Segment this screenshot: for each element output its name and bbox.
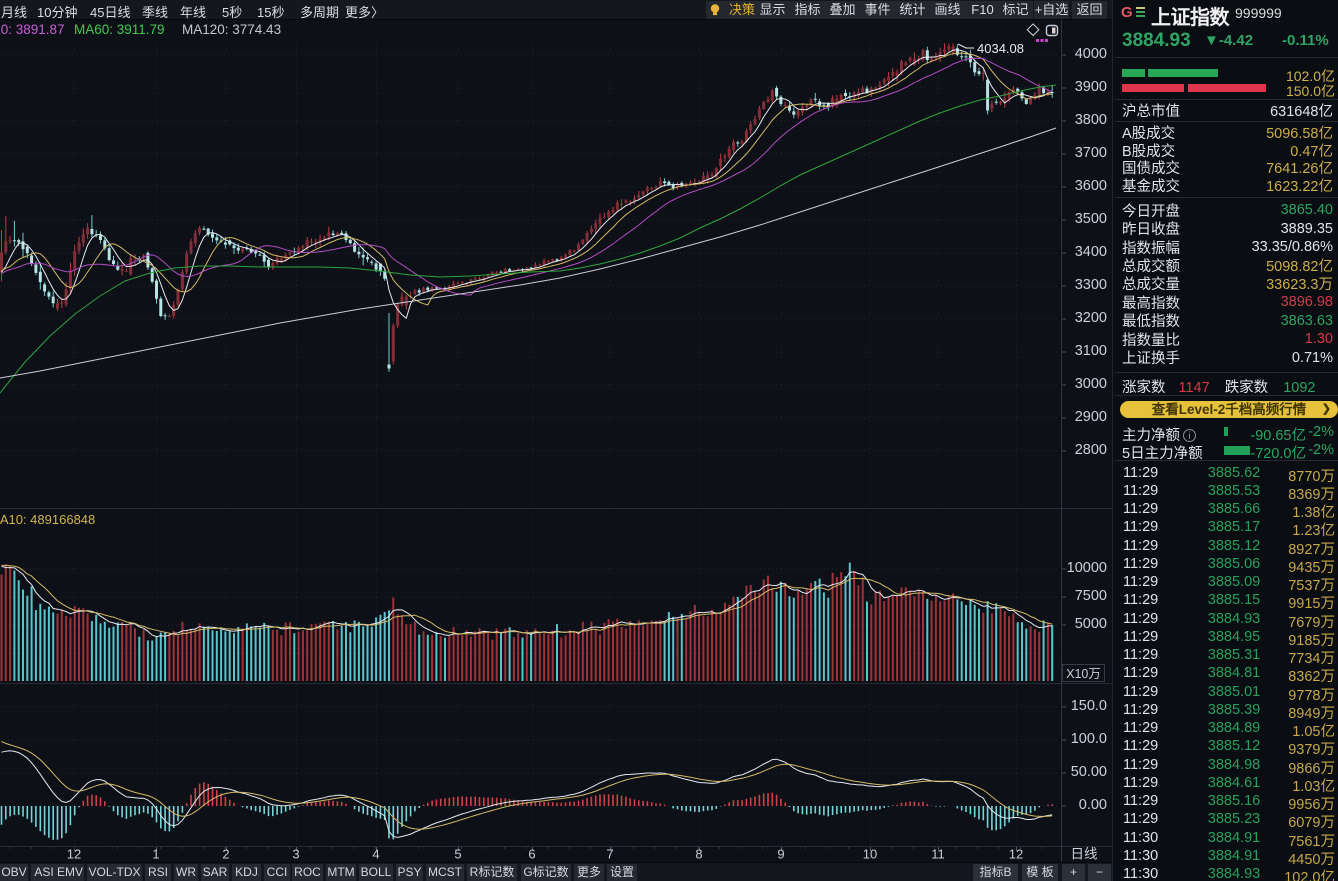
svg-text:2900: 2900 (1075, 409, 1107, 425)
svg-text:7: 7 (606, 847, 613, 862)
svg-text:3900: 3900 (1075, 79, 1107, 95)
svg-text:MA60: 3911.79: MA60: 3911.79 (74, 22, 165, 37)
svg-text:3800: 3800 (1075, 112, 1107, 128)
svg-text:10000: 10000 (1067, 560, 1107, 576)
svg-text:0.00: 0.00 (1079, 797, 1107, 813)
svg-text:4000: 4000 (1075, 46, 1107, 62)
svg-text:12: 12 (1009, 847, 1023, 862)
svg-text:3500: 3500 (1075, 211, 1107, 227)
svg-text:7500: 7500 (1075, 588, 1107, 604)
svg-text:50.00: 50.00 (1071, 764, 1107, 780)
svg-text:5: 5 (454, 847, 461, 862)
svg-text:MA120: 3774.43: MA120: 3774.43 (182, 22, 281, 37)
svg-text:3000: 3000 (1075, 376, 1107, 392)
svg-text:1: 1 (152, 847, 159, 862)
svg-text:MA10: 489166848: MA10: 489166848 (0, 512, 95, 527)
svg-text:6: 6 (528, 847, 535, 862)
svg-text:8: 8 (695, 847, 702, 862)
svg-text:10: 10 (863, 847, 877, 862)
svg-text:3200: 3200 (1075, 310, 1107, 326)
svg-text:MA20: 3891.87: MA20: 3891.87 (0, 22, 65, 37)
svg-text:3700: 3700 (1075, 145, 1107, 161)
svg-text:3300: 3300 (1075, 277, 1107, 293)
svg-text:100.0: 100.0 (1071, 731, 1107, 747)
svg-text:5000: 5000 (1075, 616, 1107, 632)
svg-text:9: 9 (777, 847, 784, 862)
svg-text:X10万: X10万 (1066, 667, 1101, 681)
svg-text:3400: 3400 (1075, 244, 1107, 260)
svg-text:11: 11 (931, 847, 945, 862)
svg-text:12: 12 (67, 847, 81, 862)
svg-text:4034.08: 4034.08 (977, 41, 1024, 56)
svg-text:3: 3 (292, 847, 299, 862)
svg-text:4: 4 (372, 847, 379, 862)
svg-text:2: 2 (222, 847, 229, 862)
svg-text:3600: 3600 (1075, 178, 1107, 194)
svg-text:150.0: 150.0 (1071, 698, 1107, 714)
svg-text:3100: 3100 (1075, 343, 1107, 359)
svg-text:2800: 2800 (1075, 442, 1107, 458)
svg-text:日线: 日线 (1071, 847, 1098, 862)
